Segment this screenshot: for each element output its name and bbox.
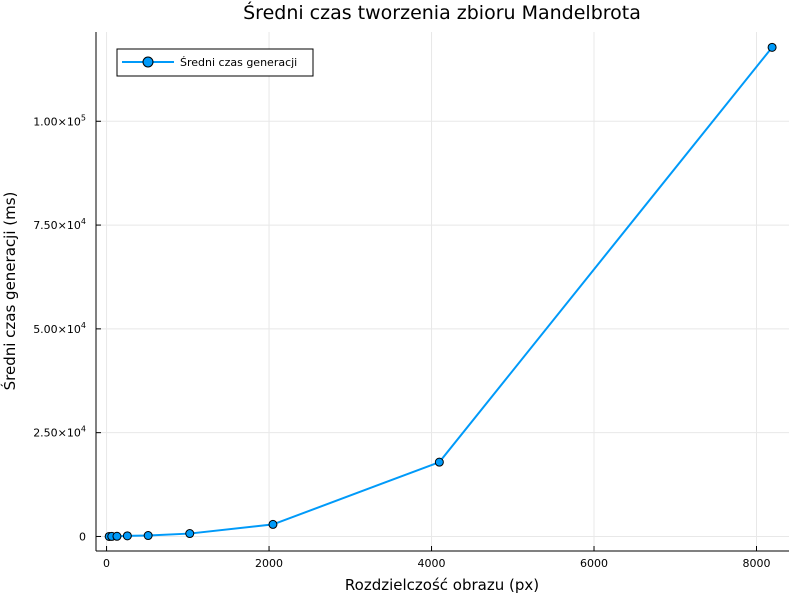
data-point xyxy=(767,42,777,52)
y-tick-label: 2.50×104 xyxy=(33,425,86,440)
y-tick-base: 7.50×10 xyxy=(33,219,81,232)
data-point xyxy=(122,531,132,541)
x-tick-label: 0 xyxy=(103,557,110,570)
x-axis-label: Rozdzielczość obrazu (px) xyxy=(345,576,539,594)
data-point xyxy=(112,531,122,541)
y-tick-exponent: 4 xyxy=(81,425,86,434)
y-tick-label: 5.00×104 xyxy=(33,321,86,336)
y-axis-label: Średni czas generacji (ms) xyxy=(0,192,19,391)
x-tick-label: 6000 xyxy=(580,557,608,570)
data-point xyxy=(143,531,153,541)
y-tick-exponent: 4 xyxy=(81,217,86,226)
legend-marker-icon xyxy=(142,56,154,68)
tick-labels: 0 2000 4000 6000 800002.50×1045.00×1047.50×1… xyxy=(33,113,770,570)
series xyxy=(104,42,777,541)
y-tick-base: 2.50×10 xyxy=(33,427,81,440)
y-tick-exponent: 4 xyxy=(81,321,86,330)
x-tick-label: 4000 xyxy=(418,557,446,570)
data-point xyxy=(268,519,278,529)
y-tick-label: 7.50×104 xyxy=(33,217,86,232)
chart-title: Średni czas tworzenia zbioru Mandelbrota xyxy=(243,0,641,24)
y-tick-base: 5.00×10 xyxy=(33,323,81,336)
y-tick-label: 1.00×105 xyxy=(33,113,86,128)
y-tick-base: 1.00×10 xyxy=(33,115,81,128)
legend-label: Średni czas generacji xyxy=(180,56,297,69)
data-point xyxy=(185,529,195,539)
x-tick-label: 2000 xyxy=(255,557,283,570)
legend: Średni czas generacji xyxy=(116,48,314,77)
axes xyxy=(95,32,789,552)
y-tick-label: 0 xyxy=(79,530,86,543)
data-point xyxy=(434,457,444,467)
y-tick-exponent: 5 xyxy=(81,113,86,122)
x-tick-label: 8000 xyxy=(743,557,771,570)
y-tick-base: 0 xyxy=(79,530,86,543)
grid xyxy=(96,32,789,551)
